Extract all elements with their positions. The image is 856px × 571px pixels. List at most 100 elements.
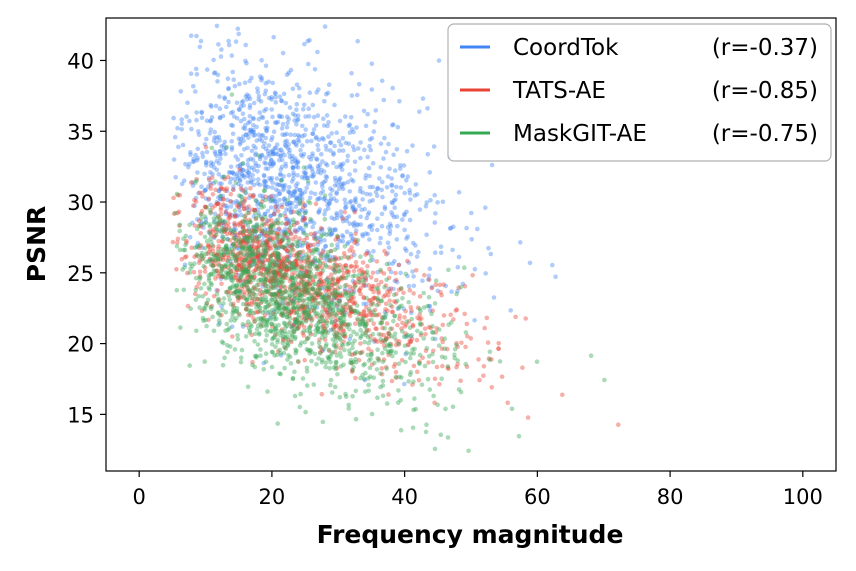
scatter-point-tats-ae: [260, 217, 266, 222]
scatter-point-coordtok: [250, 250, 256, 256]
scatter-point-tats-ae: [239, 200, 244, 206]
scatter-point-tats-ae: [245, 275, 250, 280]
scatter-point-coordtok: [255, 181, 260, 186]
scatter-point-coordtok: [298, 152, 304, 158]
scatter-point-coordtok: [347, 336, 353, 342]
scatter-point-tats-ae: [233, 256, 239, 261]
scatter-point-coordtok: [290, 164, 296, 170]
scatter-point-coordtok: [309, 166, 315, 171]
scatter-point-coordtok: [287, 154, 293, 159]
scatter-point-tats-ae: [276, 264, 282, 269]
scatter-point-tats-ae: [360, 270, 365, 276]
scatter-point-coordtok: [215, 201, 220, 206]
scatter-point-coordtok: [238, 118, 244, 124]
scatter-point-tats-ae: [246, 287, 251, 293]
scatter-point-tats-ae: [255, 296, 260, 302]
scatter-point-coordtok: [259, 152, 265, 158]
scatter-point-coordtok: [403, 351, 409, 357]
scatter-point-tats-ae: [238, 240, 244, 245]
scatter-point-tats-ae: [236, 311, 242, 317]
scatter-point-coordtok: [351, 223, 357, 229]
scatter-point-tats-ae: [329, 272, 334, 278]
scatter-point-tats-ae: [409, 308, 414, 314]
scatter-point-maskgit-ae: [318, 261, 323, 266]
scatter-point-maskgit-ae: [279, 273, 284, 279]
scatter-point-tats-ae: [240, 225, 246, 231]
scatter-point-coordtok: [338, 162, 343, 167]
scatter-point-coordtok: [391, 122, 396, 127]
scatter-point-tats-ae: [334, 296, 340, 301]
scatter-point-coordtok: [229, 147, 235, 152]
scatter-point-maskgit-ae: [236, 193, 242, 198]
scatter-point-maskgit-ae: [204, 323, 209, 329]
scatter-point-coordtok: [281, 233, 287, 239]
scatter-point-maskgit-ae: [361, 376, 367, 382]
scatter-point-coordtok: [209, 115, 215, 120]
scatter-point-coordtok: [385, 240, 391, 246]
scatter-point-coordtok: [334, 215, 340, 221]
scatter-point-maskgit-ae: [333, 288, 338, 293]
scatter-point-coordtok: [249, 180, 254, 185]
scatter-point-coordtok: [270, 151, 276, 157]
scatter-point-maskgit-ae: [309, 358, 314, 364]
scatter-point-tats-ae: [246, 265, 251, 271]
scatter-point-maskgit-ae: [315, 267, 321, 272]
scatter-point-tats-ae: [346, 298, 352, 304]
scatter-point-tats-ae: [291, 322, 297, 328]
scatter-point-coordtok: [300, 253, 306, 259]
scatter-point-coordtok: [387, 166, 392, 172]
scatter-point-coordtok: [334, 190, 340, 195]
scatter-point-coordtok: [389, 176, 395, 181]
scatter-point-coordtok: [279, 177, 285, 182]
scatter-point-coordtok: [306, 61, 311, 67]
scatter-point-maskgit-ae: [239, 283, 245, 289]
scatter-point-tats-ae: [246, 279, 252, 285]
scatter-point-tats-ae: [306, 312, 312, 317]
scatter-point-coordtok: [217, 228, 223, 234]
scatter-point-tats-ae: [422, 326, 428, 332]
scatter-point-coordtok: [294, 82, 300, 87]
scatter-point-tats-ae: [255, 254, 260, 260]
scatter-point-tats-ae: [340, 312, 345, 317]
scatter-point-tats-ae: [280, 311, 285, 317]
scatter-point-maskgit-ae: [312, 332, 318, 338]
scatter-point-coordtok: [238, 212, 244, 218]
scatter-point-coordtok: [270, 193, 275, 199]
scatter-point-tats-ae: [426, 360, 431, 365]
scatter-point-coordtok: [294, 102, 300, 107]
scatter-point-maskgit-ae: [333, 366, 339, 372]
scatter-point-coordtok: [314, 134, 319, 140]
scatter-point-coordtok: [310, 153, 315, 159]
scatter-point-coordtok: [345, 179, 351, 185]
scatter-point-tats-ae: [324, 286, 330, 292]
scatter-point-tats-ae: [218, 207, 224, 213]
scatter-point-maskgit-ae: [316, 356, 321, 361]
scatter-point-coordtok: [274, 245, 279, 251]
scatter-point-maskgit-ae: [312, 305, 318, 311]
scatter-point-tats-ae: [318, 275, 323, 280]
scatter-point-coordtok: [231, 77, 236, 82]
scatter-point-maskgit-ae: [273, 291, 278, 297]
scatter-point-coordtok: [311, 220, 317, 226]
scatter-point-maskgit-ae: [371, 309, 376, 314]
scatter-point-maskgit-ae: [256, 331, 262, 336]
scatter-point-tats-ae: [360, 349, 365, 355]
scatter-point-tats-ae: [266, 218, 271, 223]
scatter-point-coordtok: [284, 207, 289, 212]
scatter-point-tats-ae: [302, 288, 308, 294]
scatter-point-tats-ae: [268, 253, 273, 259]
scatter-point-tats-ae: [271, 275, 277, 280]
scatter-point-coordtok: [406, 260, 412, 265]
scatter-point-coordtok: [364, 301, 369, 307]
scatter-point-coordtok: [244, 234, 249, 239]
scatter-point-tats-ae: [246, 210, 252, 216]
scatter-point-coordtok: [259, 153, 264, 158]
scatter-point-coordtok: [426, 273, 432, 279]
scatter-point-maskgit-ae: [253, 331, 258, 337]
scatter-point-tats-ae: [361, 308, 367, 314]
scatter-point-coordtok: [257, 156, 263, 162]
scatter-point-maskgit-ae: [466, 448, 471, 454]
scatter-point-coordtok: [283, 229, 288, 235]
scatter-point-coordtok: [352, 159, 358, 165]
scatter-point-tats-ae: [334, 330, 339, 335]
